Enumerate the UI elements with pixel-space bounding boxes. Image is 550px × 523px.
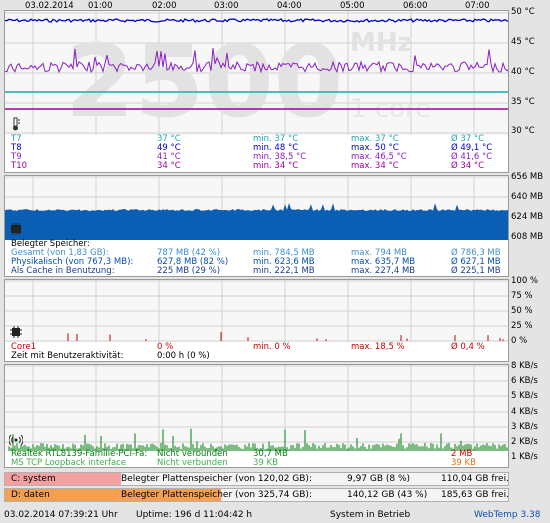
memory-graph [5,176,508,240]
y-tick: 656 MB [511,172,544,182]
cpu-panel: Core1 0 % min. 0 % max. 18,5 % Ø 0,4 % Z… [4,279,509,362]
disk-d-usage-bar [5,489,222,501]
cpu-graph [5,280,508,342]
time-axis: 03.02.2014 01:00 02:00 03:00 04:00 05:00… [4,1,509,11]
memory-chip-icon [9,222,23,236]
temperature-stats: T7 37 °C min. 37 °C max. 37 °C Ø 37 °C T… [11,134,506,171]
disk-d-free: 185,63 GB frei. [441,490,509,500]
date-label: 03.02.2014 [25,1,74,11]
mhz-watermark: MHz [350,28,413,58]
y-tick: 5 KB/s [511,391,538,401]
y-tick: 4 KB/s [511,407,538,417]
status-bar: 03.02.2014 07:39:21 Uhr Uptime: 196 d 11… [0,509,550,523]
y-tick: 50 % [511,306,533,316]
hour-label: 05:00 [340,1,365,11]
network-stats: Realtek RTL8139-Familie-PCI-Fa: Nicht ve… [11,449,506,468]
y-tick: 2 KB/s [511,437,538,447]
network-antenna-icon [8,433,24,447]
hour-label: 07:00 [465,1,490,11]
network-axis: 8 KB/s 6 KB/s 5 KB/s 4 KB/s 3 KB/s 2 KB/… [511,360,550,462]
memory-row-total: Gesamt (von 1,83 GB): 787 MB (42 %) min.… [11,248,501,258]
series-t9-line [5,48,508,74]
status-datetime: 03.02.2014 07:39:21 Uhr [4,510,118,520]
temp-row-t10: T10 34 °C min. 34 °C max. 34 °C Ø 34 °C [11,161,485,171]
y-tick: 624 MB [511,212,544,222]
hour-label: 04:00 [277,1,302,11]
cpu-row-core1: Core1 0 % min. 0 % max. 18,5 % Ø 0,4 % [11,342,485,352]
y-tick: 3 KB/s [511,422,538,432]
y-tick: 45 °C [511,37,535,47]
cpu-axis: 100 % 75 % 50 % 25 % 0 % [511,275,550,347]
temperature-panel: 2500 MHz 1 core T7 37 °C min. 37 °C max. 3… [4,10,509,173]
memory-row-cache: Als Cache in Benutzung: 225 MB (29 %) mi… [11,266,501,276]
disk-d-used: 140,12 GB (43 %) [347,490,428,500]
disk-c-used: 9,97 GB (8 %) [347,474,411,484]
network-panel: Realtek RTL8139-Familie-PCI-Fa: Nicht ve… [4,364,509,468]
thermometer-icon [9,117,23,131]
y-tick: 35 °C [511,97,535,107]
disk-d-label: Belegter Plattenspeicher (von 325,74 GB)… [121,490,312,500]
cpu-stats: Core1 0 % min. 0 % max. 18,5 % Ø 0,4 % Z… [11,342,506,361]
disk-c-label: Belegter Plattenspeicher (von 120,02 GB)… [121,474,312,484]
frequency-watermark: 2500 [65,23,343,135]
y-tick: 6 KB/s [511,376,538,386]
memory-axis: 656 MB 640 MB 624 MB 608 MB [511,172,550,275]
network-row-realtek: Realtek RTL8139-Familie-PCI-Fa: Nicht ve… [11,449,473,459]
hour-label: 03:00 [214,1,239,11]
network-graph [5,365,508,451]
disk-c-drive: C: system [11,474,56,484]
y-tick: 640 MB [511,192,544,202]
network-row-loopback: MS TCP Loopback interface Nicht verbunde… [11,458,476,468]
temp-row-t8: T8 49 °C min. 48 °C max. 50 °C Ø 49,1 °C [11,143,493,153]
memory-panel: Belegter Speicher: Gesamt (von 1,83 GB):… [4,175,509,277]
hour-label: 06:00 [403,1,428,11]
memory-stats: Belegter Speicher: Gesamt (von 1,83 GB):… [11,239,506,276]
disk-d-row[interactable]: D: daten Belegter Plattenspeicher (von 3… [4,488,509,502]
disk-c-usage-bar [5,473,121,485]
user-activity-row: Zeit mit Benutzeraktivität: 0:00 h (0 %) [11,351,210,361]
y-tick: 1 KB/s [511,452,538,462]
cpu-chip-icon [9,325,23,339]
disk-c-row[interactable]: C: system Belegter Plattenspeicher (von … [4,472,509,486]
y-tick: 40 °C [511,67,535,77]
temp-row-t7: T7 37 °C min. 37 °C max. 37 °C Ø 37 °C [11,134,485,144]
status-uptime: Uptime: 196 d 11:04:42 h [136,510,253,520]
app-name-link[interactable]: WebTemp 3.38 [474,510,541,520]
memory-title: Belegter Speicher: [11,239,90,249]
status-state: System in Betrieb [330,510,411,520]
disk-c-free: 110,04 GB frei. [441,474,509,484]
y-tick: 608 MB [511,232,544,242]
temperature-axis: 50 °C 45 °C 40 °C 35 °C 30 °C [511,0,550,173]
y-tick: 75 % [511,291,533,301]
y-tick: 50 °C [511,7,535,17]
hour-label: 02:00 [152,1,177,11]
y-tick: 8 KB/s [511,361,538,371]
hour-label: 01:00 [88,1,113,11]
y-tick: 25 % [511,321,533,331]
disk-d-drive: D: daten [11,490,50,500]
temp-row-t9: T9 41 °C min. 38,5 °C max. 46,5 °C Ø 41,… [11,152,493,162]
y-tick: 100 % [511,276,539,286]
y-tick: 30 °C [511,126,535,136]
memory-area [5,203,508,240]
series-t8-line [5,18,508,23]
memory-row-physical: Physikalisch (von 767,3 MB): 627,8 MB (8… [11,257,501,267]
y-tick: 0 % [511,336,528,346]
